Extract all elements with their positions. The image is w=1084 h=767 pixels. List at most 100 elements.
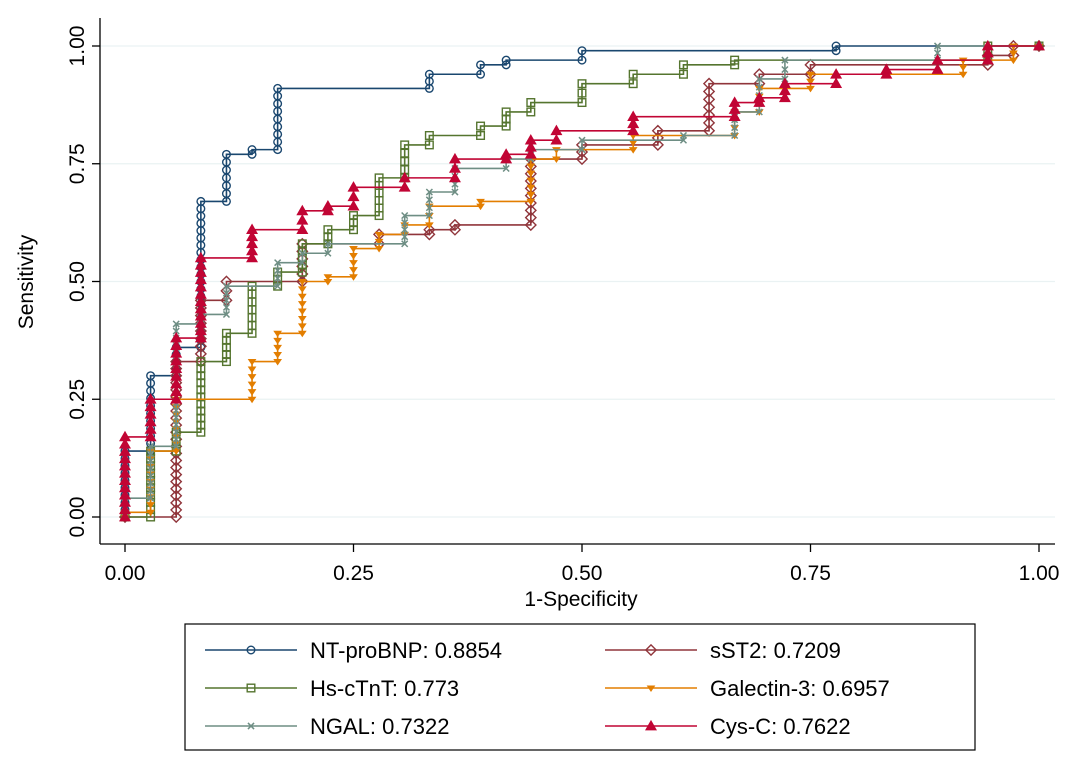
- data-point-2-68: [501, 114, 511, 124]
- data-point-5-75: [830, 77, 843, 89]
- data-point-5-18: [170, 393, 183, 404]
- legend: NT-proBNP: 0.8854 sST2: 0.7209 Hs-cTnT: 0.…: [184, 623, 976, 751]
- data-point-5-51: [347, 190, 360, 202]
- data-point-3-80: [958, 64, 968, 72]
- data-point-5-46: [296, 214, 309, 225]
- data-point-5-2: [119, 503, 131, 515]
- data-point-3-59: [526, 177, 536, 185]
- y-tick-label-3: 0.75: [66, 143, 89, 184]
- data-point-5-24: [170, 354, 183, 366]
- data-point-5-12: [144, 430, 157, 442]
- data-point-2-79: [730, 55, 740, 65]
- legend-item-cys-c: Cys-C: 0.7622: [605, 714, 851, 739]
- data-point-4-42: [324, 249, 332, 257]
- data-point-3-33: [297, 315, 307, 323]
- data-point-5-21: [170, 377, 183, 389]
- data-point-3-39: [323, 274, 333, 281]
- data-point-4-39: [274, 266, 282, 275]
- data-point-5-34: [194, 288, 207, 299]
- data-point-5-72: [778, 91, 791, 103]
- data-point-0-64: [273, 91, 283, 101]
- data-point-1-68: [702, 101, 716, 114]
- data-point-4-61: [578, 146, 586, 154]
- data-point-4-46: [401, 233, 409, 241]
- data-point-2-64: [476, 130, 486, 140]
- data-point-4-69: [755, 108, 763, 116]
- data-point-1-6: [170, 482, 183, 495]
- data-point-4-50: [425, 188, 433, 196]
- data-point-3-30: [297, 330, 307, 338]
- data-point-5-32: [194, 302, 207, 314]
- data-point-5-54: [448, 171, 461, 183]
- data-point-4-67: [731, 124, 739, 132]
- data-point-5-33: [194, 295, 207, 306]
- data-point-4-3: [147, 494, 155, 502]
- data-point-0-75: [831, 41, 841, 51]
- data-point-0-73: [577, 46, 587, 56]
- data-point-1-58: [575, 152, 589, 166]
- data-point-5-16: [144, 408, 157, 419]
- data-point-5-17: [144, 400, 157, 412]
- data-point-5-6: [119, 474, 131, 485]
- data-point-4-28: [172, 327, 180, 335]
- data-point-3-40: [349, 274, 358, 281]
- data-point-5-26: [170, 339, 183, 351]
- data-point-1-10: [170, 454, 183, 467]
- data-point-4-45: [401, 211, 409, 220]
- data-point-1-74: [804, 58, 817, 71]
- data-point-1-69: [702, 93, 716, 106]
- x-tick-label-3: 0.75: [790, 562, 831, 585]
- data-point-2-50: [349, 218, 359, 228]
- data-point-5-31: [194, 310, 207, 321]
- data-point-5-27: [194, 331, 207, 343]
- data-point-1-1: [170, 510, 183, 524]
- data-point-3-11: [171, 448, 181, 456]
- data-point-1-3: [170, 503, 183, 517]
- data-point-4-32: [222, 282, 231, 290]
- data-point-4-48: [401, 219, 409, 227]
- data-point-2-74: [628, 79, 638, 89]
- legend-label-3: Galectin-3: 0.6957: [710, 676, 890, 701]
- data-point-4-64: [679, 131, 688, 140]
- data-point-3-19: [247, 396, 257, 404]
- y-tick-label-0: 0.00: [66, 497, 89, 538]
- data-point-5-69: [728, 103, 741, 114]
- data-point-5-3: [119, 496, 131, 507]
- legend-label-4: NGAL: 0.7322: [310, 714, 449, 739]
- data-point-4-6: [147, 479, 155, 487]
- data-point-3-31: [297, 278, 307, 286]
- legend-marker-3: [646, 685, 656, 692]
- data-point-4-12: [172, 320, 180, 328]
- data-point-3-81: [1009, 57, 1018, 65]
- data-point-2-47: [323, 232, 333, 242]
- data-point-3-78: [958, 71, 968, 79]
- data-point-1-45: [423, 223, 436, 236]
- data-point-5-63: [550, 124, 563, 136]
- data-point-3-75: [806, 85, 815, 93]
- data-point-3-2: [146, 509, 155, 517]
- legend-marker-1: [644, 643, 658, 657]
- data-point-4-33: [222, 303, 231, 311]
- data-point-5-9: [119, 452, 131, 464]
- data-point-4-5: [147, 487, 155, 495]
- data-point-4-17: [172, 406, 180, 414]
- legend-marker-2: [246, 683, 256, 693]
- data-point-5-80: [931, 53, 944, 65]
- data-point-1-65: [702, 77, 716, 90]
- data-point-3-45: [374, 245, 384, 253]
- data-point-4-79: [933, 49, 942, 57]
- data-point-4-51: [425, 204, 433, 212]
- data-point-1-26: [194, 347, 207, 361]
- data-point-4-49: [425, 211, 433, 220]
- data-point-3-64: [628, 147, 638, 154]
- data-point-3-50: [425, 222, 434, 229]
- data-point-4-15: [172, 421, 180, 429]
- data-point-4-13: [172, 435, 180, 443]
- axes: 0.00 0.25 0.50 0.75 1.00 0.00 0.25 0.50 0.75 1.00: [66, 18, 1059, 585]
- data-point-0-69: [476, 60, 486, 70]
- legend-box: [184, 623, 976, 751]
- data-point-1-46: [448, 223, 462, 236]
- data-point-5-42: [246, 237, 259, 249]
- legend-label-2: Hs-cTnT: 0.773: [310, 676, 459, 701]
